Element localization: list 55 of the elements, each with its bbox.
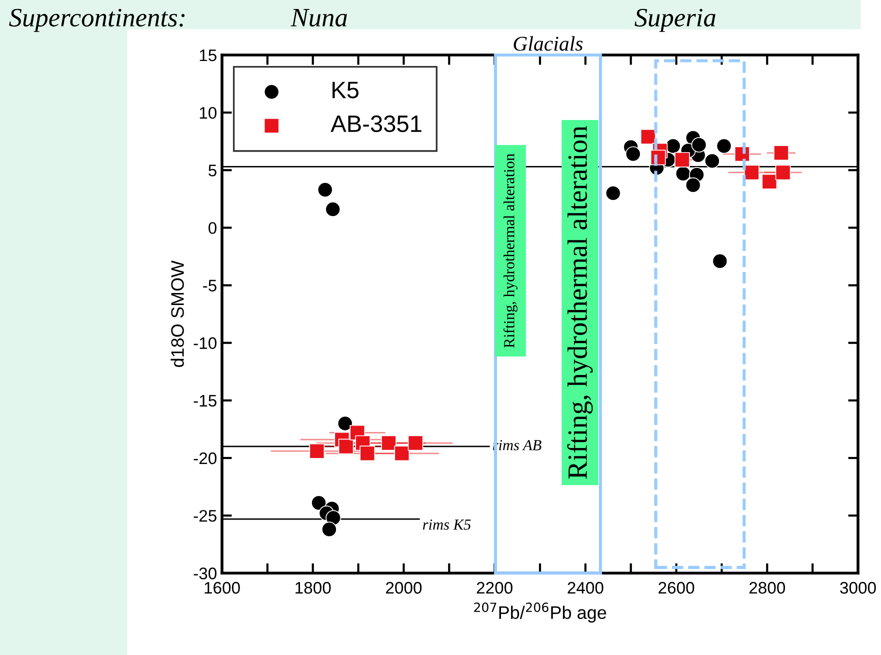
point [716, 138, 732, 154]
point [381, 435, 396, 451]
annotation: Rifting, hydrothermal alteration [503, 154, 518, 348]
annotation: Rifting, hydrothermal alteration [567, 126, 593, 479]
x-tick-label: 2800 [749, 582, 786, 594]
x-tick-label: 1800 [296, 582, 331, 594]
text: Supercontinents: [9, 8, 185, 32]
point [774, 145, 789, 161]
point [665, 138, 681, 154]
x-tick-label: 2200 [476, 582, 512, 594]
y-axis-title: d18O SMOW [170, 260, 184, 367]
point [704, 153, 720, 169]
y-tick-label: -10 [194, 337, 216, 350]
y-tick-label: -30 [194, 568, 216, 580]
text: Superia [634, 8, 716, 32]
point [640, 129, 656, 144]
legend-label: K5 [332, 82, 358, 98]
point [762, 174, 778, 190]
point [605, 185, 621, 201]
y-tick-label: 0 [208, 222, 216, 234]
x-tick-label: 2600 [658, 582, 694, 594]
ref-line-label: rims K5 [422, 519, 471, 530]
point [685, 177, 701, 193]
point [712, 253, 728, 269]
x-tick-label: 3000 [840, 582, 876, 594]
point [337, 416, 353, 432]
point [775, 164, 791, 180]
y-tick-label: -5 [203, 280, 216, 292]
x-tick-label: 2000 [386, 582, 422, 594]
point [360, 446, 376, 462]
x-tick-label: 2400 [568, 582, 604, 594]
point [408, 435, 424, 451]
point [691, 137, 707, 153]
point [744, 164, 760, 180]
point [309, 443, 325, 459]
point [394, 446, 410, 462]
y-tick-label: 15 [200, 50, 216, 62]
text: Glacials [514, 36, 583, 51]
point [325, 202, 341, 218]
y-tick-label: 5 [208, 164, 216, 176]
point [322, 522, 337, 538]
y-tick-label: -20 [194, 452, 216, 464]
point [674, 152, 690, 168]
point [675, 166, 691, 182]
point [317, 182, 333, 198]
point [625, 146, 641, 162]
y-tick-label: 10 [200, 106, 216, 119]
legend-label: AB-3351 [330, 115, 422, 132]
point [338, 438, 354, 454]
text: Nuna [290, 9, 347, 27]
x-axis-title: $^{207}$Pb/$^{206}$Pb age [474, 602, 606, 623]
y-tick-label: -25 [194, 510, 216, 522]
x-tick-label: 1600 [204, 582, 240, 594]
point [311, 495, 326, 511]
y-tick-label: -15 [194, 394, 216, 407]
